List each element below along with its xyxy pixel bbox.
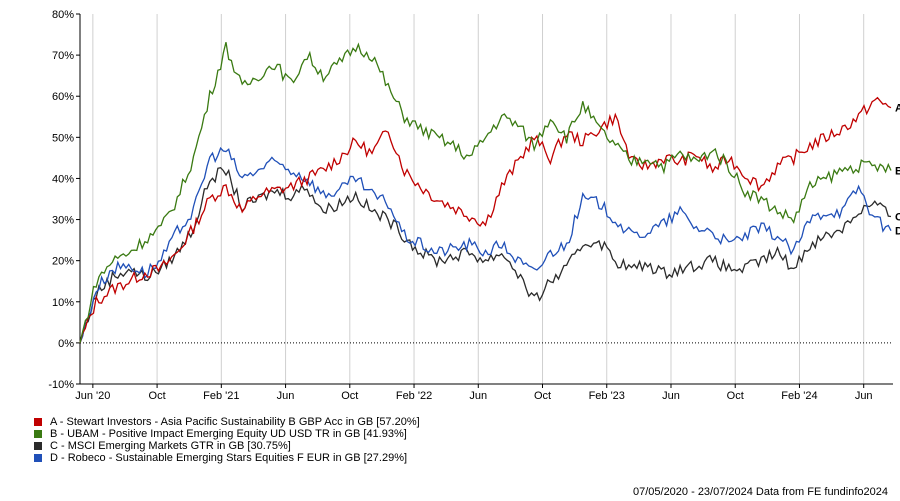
- y-tick-label: 50%: [52, 132, 74, 144]
- y-tick-label: 80%: [52, 9, 74, 21]
- x-tick-label: Oct: [534, 390, 551, 402]
- x-tick-label: Feb '21: [203, 390, 239, 402]
- legend-item-d: D - Robeco - Sustainable Emerging Stars …: [34, 452, 420, 464]
- legend-swatch-a: [34, 418, 42, 426]
- series-end-label-b: B: [895, 166, 900, 178]
- x-tick-label: Feb '24: [781, 390, 817, 402]
- x-tick-label: Jun '20: [75, 390, 110, 402]
- series-line-b: [79, 42, 892, 344]
- legend-item-a: A - Stewart Investors - Asia Pacific Sus…: [34, 416, 420, 428]
- series-end-label-c: C: [895, 211, 900, 223]
- y-tick-label: 70%: [52, 50, 74, 62]
- legend-swatch-d: [34, 454, 42, 462]
- x-tick-label: Feb '22: [396, 390, 432, 402]
- legend-item-b: B - UBAM - Positive Impact Emerging Equi…: [34, 428, 420, 440]
- y-tick-label: -10%: [48, 379, 74, 391]
- x-tick-label: Oct: [727, 390, 744, 402]
- x-tick-label: Jun: [277, 390, 295, 402]
- x-tick-label: Jun: [855, 390, 873, 402]
- legend-label-b: B - UBAM - Positive Impact Emerging Equi…: [50, 428, 407, 440]
- legend-label-d: D - Robeco - Sustainable Emerging Stars …: [50, 452, 408, 464]
- line-chart: Jun '20 Oct Feb '21 Jun Oct Feb '22 Jun Oct Feb …: [48, 9, 900, 402]
- x-tick-label: Feb '23: [589, 390, 625, 402]
- y-tick-label: 40%: [52, 173, 74, 185]
- footer-source: 07/05/2020 - 23/07/2024 Data from FE fun…: [632, 486, 888, 498]
- x-tick-label: Jun: [662, 390, 680, 402]
- legend-label-a: A - Stewart Investors - Asia Pacific Sus…: [50, 416, 420, 428]
- series-line-a: [79, 96, 892, 344]
- legend-label-c: C - MSCI Emerging Markets GTR in GB [30.…: [50, 440, 291, 452]
- legend-swatch-b: [34, 430, 42, 438]
- series-line-c: [79, 166, 892, 344]
- y-tick-label: 60%: [52, 91, 74, 103]
- legend: A - Stewart Investors - Asia Pacific Sus…: [34, 416, 420, 464]
- y-tick-label: 30%: [52, 215, 74, 227]
- y-tick-label: 0%: [58, 338, 74, 350]
- legend-item-c: C - MSCI Emerging Markets GTR in GB [30.…: [34, 440, 420, 452]
- series-end-label-a: A: [895, 103, 900, 115]
- series-line-d: [79, 146, 892, 344]
- y-tick-label: 10%: [52, 297, 74, 309]
- x-tick-label: Oct: [149, 390, 166, 402]
- x-tick-label: Jun: [469, 390, 487, 402]
- x-tick-label: Oct: [341, 390, 358, 402]
- y-tick-label: 20%: [52, 256, 74, 268]
- legend-swatch-c: [34, 442, 42, 450]
- series-end-label-d: D: [895, 226, 900, 238]
